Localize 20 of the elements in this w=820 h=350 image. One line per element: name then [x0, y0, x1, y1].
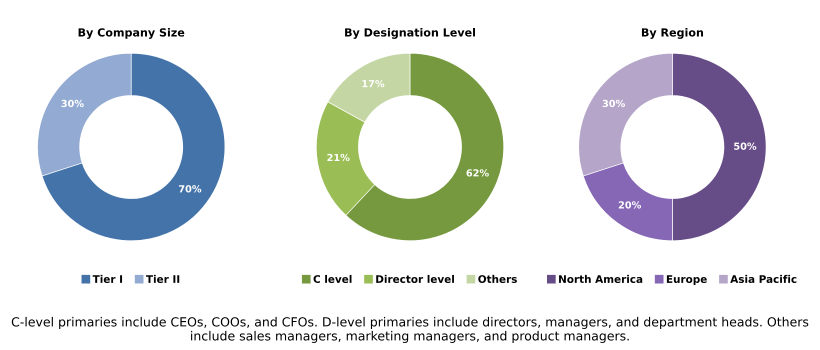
- data-label: 70%: [178, 185, 202, 193]
- chart-title: By Company Size: [78, 28, 184, 39]
- chart-title: By Region: [642, 28, 704, 39]
- data-label: 30%: [61, 100, 84, 108]
- legend-label: Tier II: [146, 274, 180, 283]
- legend-label: Director level: [376, 274, 454, 283]
- data-label: 17%: [362, 80, 384, 88]
- data-label: 21%: [327, 154, 350, 162]
- legend-label: Asia Pacific: [730, 274, 796, 283]
- legend-label: Others: [478, 274, 517, 283]
- data-label: 20%: [618, 201, 642, 209]
- legend-label: North America: [559, 274, 642, 283]
- data-label: 62%: [466, 169, 489, 177]
- legend-label: Tier I: [92, 274, 122, 283]
- chart-title: By Designation Level: [345, 28, 475, 39]
- data-label: 50%: [734, 142, 756, 150]
- data-label: 30%: [602, 100, 625, 108]
- legend-label: Europe: [666, 275, 707, 286]
- text: C-level primaries include CEOs, COOs, and CFOs. D-level primaries include directors, managers, and department heads. Others include sales managers, marketing managers, and product managers.: [12, 316, 808, 343]
- legend-label: C level: [314, 274, 352, 283]
